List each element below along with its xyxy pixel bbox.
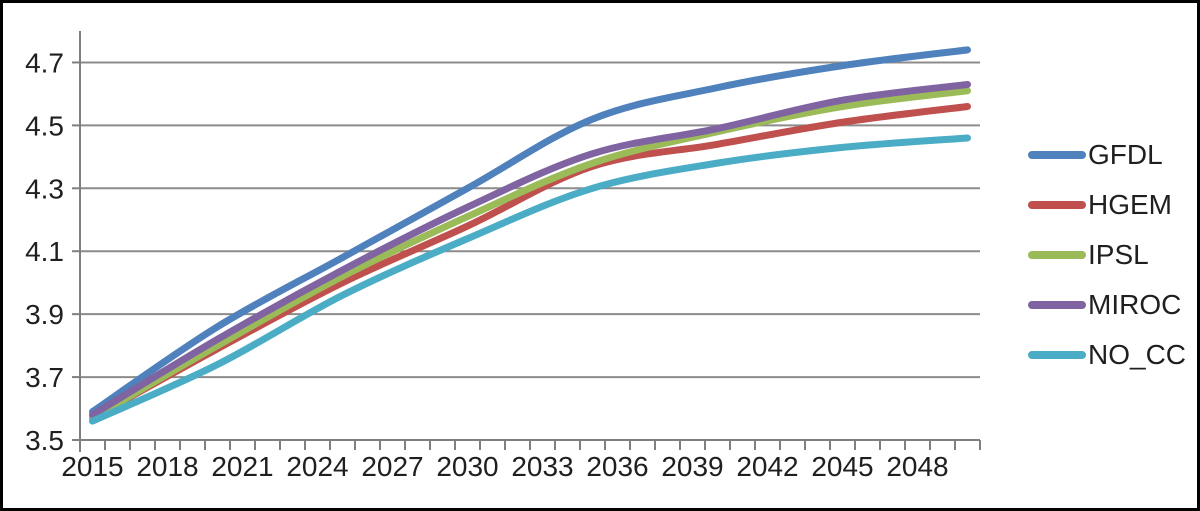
legend-label: NO_CC — [1088, 339, 1187, 370]
x-tick-label: 2030 — [436, 451, 498, 482]
legend: GFDL HGEM IPSL MIROC NO_CC — [1028, 130, 1198, 380]
x-tick-label: 2027 — [361, 451, 423, 482]
legend-label: GFDL — [1088, 139, 1163, 170]
y-tick-label: 4.3 — [25, 173, 64, 204]
y-tick-label: 3.9 — [25, 299, 64, 330]
x-tick-label: 2048 — [886, 451, 948, 482]
legend-label: IPSL — [1088, 239, 1149, 270]
legend-item-no_cc: NO_CC — [1028, 330, 1198, 380]
x-tick-label: 2045 — [811, 451, 873, 482]
legend-item-hgem: HGEM — [1028, 180, 1198, 230]
legend-swatch-hgem — [1028, 201, 1086, 209]
legend-swatch-ipsl — [1028, 251, 1086, 259]
x-tick-label: 2018 — [136, 451, 198, 482]
legend-item-miroc: MIROC — [1028, 280, 1198, 330]
legend-swatch-miroc — [1028, 301, 1086, 309]
legend-swatch-gfdl — [1028, 151, 1086, 159]
series-line-gfdl — [89, 46, 971, 416]
legend-item-gfdl: GFDL — [1028, 130, 1198, 180]
y-tick-label: 4.5 — [25, 110, 64, 141]
x-tick-label: 2039 — [661, 451, 723, 482]
x-tick-label: 2021 — [211, 451, 273, 482]
series-line-miroc — [89, 80, 971, 419]
x-tick-label: 2042 — [736, 451, 798, 482]
series-line-no_cc — [89, 134, 971, 425]
y-tick-label: 4.1 — [25, 236, 64, 267]
y-tick-label: 4.7 — [25, 47, 64, 78]
series-line-ipsl — [89, 87, 971, 422]
x-tick-label: 2036 — [586, 451, 648, 482]
x-tick-label: 2024 — [286, 451, 348, 482]
legend-label: HGEM — [1088, 189, 1172, 220]
x-tick-label: 2033 — [511, 451, 573, 482]
y-tick-label: 3.7 — [25, 362, 64, 393]
legend-swatch-no_cc — [1028, 351, 1086, 359]
legend-label: MIROC — [1088, 289, 1182, 320]
x-tick-label: 2015 — [61, 451, 123, 482]
legend-item-ipsl: IPSL — [1028, 230, 1198, 280]
y-tick-label: 3.5 — [25, 425, 64, 456]
